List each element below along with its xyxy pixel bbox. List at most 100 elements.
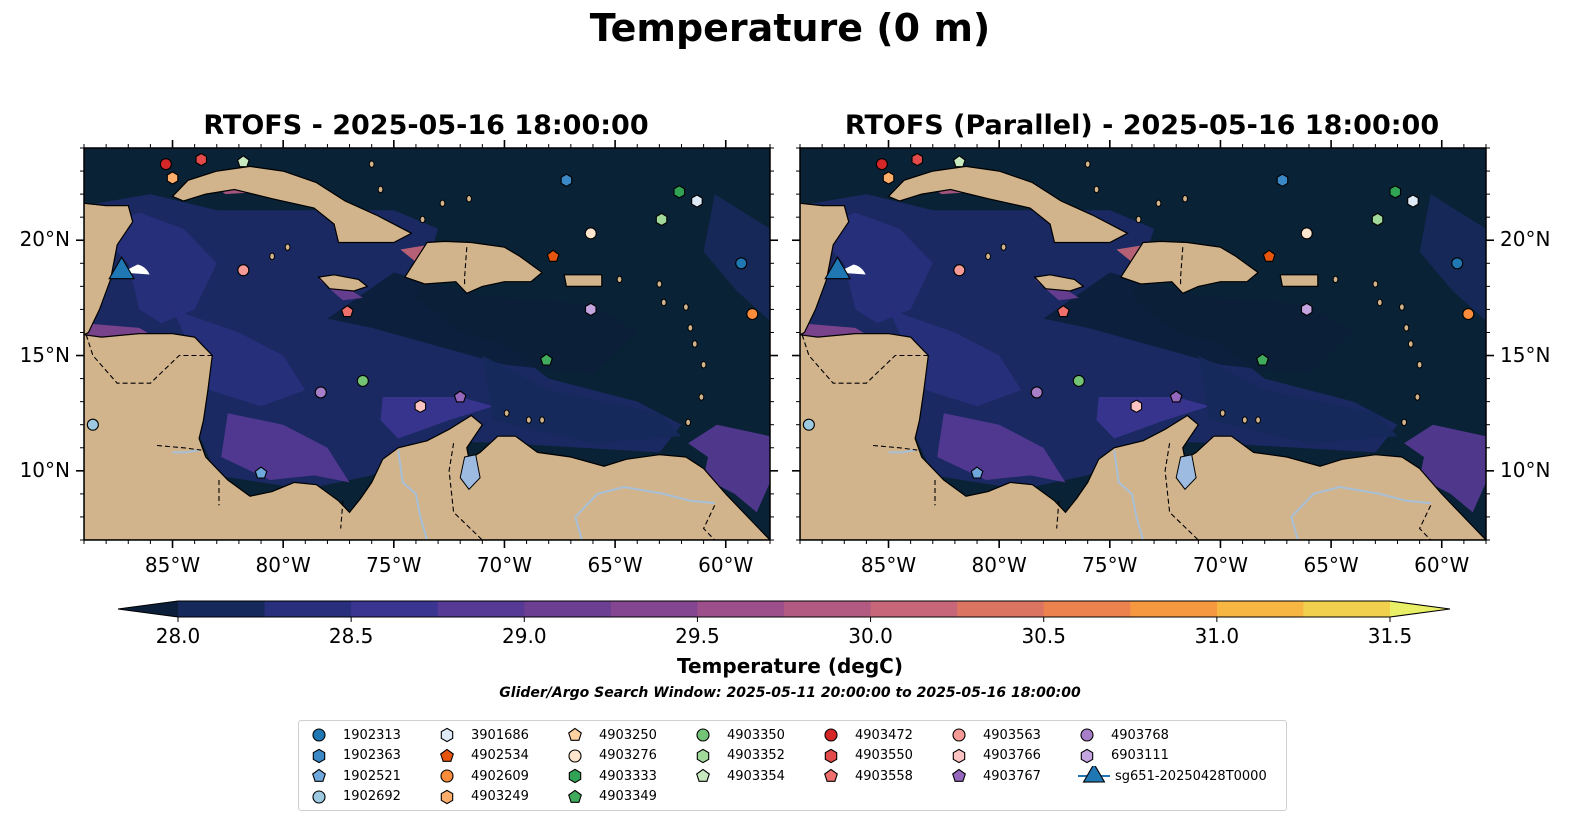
legend-marker-4902609 bbox=[440, 769, 454, 783]
map-panel-rtofs-parallel bbox=[792, 140, 1494, 548]
temperature-contour bbox=[1043, 272, 1354, 374]
island bbox=[691, 340, 698, 348]
island bbox=[1084, 160, 1091, 168]
legend-item-1902692: 1902692 bbox=[309, 787, 401, 807]
legend-circle-icon bbox=[824, 728, 838, 742]
river bbox=[1113, 449, 1144, 540]
legend-item-4902609: 4902609 bbox=[437, 766, 529, 786]
legend-label: 3901686 bbox=[471, 727, 529, 743]
river bbox=[574, 485, 715, 540]
legend-marker-4903472 bbox=[824, 728, 838, 742]
legend-label: 4902609 bbox=[471, 768, 529, 784]
legend-marker-3901686 bbox=[440, 727, 454, 743]
legend-marker-sg651-20250428T0000 bbox=[1078, 766, 1110, 783]
river bbox=[1290, 485, 1431, 540]
lon-tick-label: 65°W bbox=[587, 553, 643, 577]
island bbox=[687, 324, 694, 332]
float-marker-4903766 bbox=[414, 399, 427, 413]
legend-marker-4903249 bbox=[440, 789, 454, 804]
island bbox=[1414, 393, 1421, 401]
colorbar-bin bbox=[610, 601, 699, 617]
legend-label: 4903354 bbox=[727, 768, 785, 784]
legend-item-4903558: 4903558 bbox=[821, 766, 913, 786]
temperature-contour bbox=[811, 212, 933, 324]
float-marker-4903768 bbox=[1030, 386, 1043, 399]
legend-item-4903768: 4903768 bbox=[1077, 725, 1169, 745]
temperature-contour bbox=[688, 424, 770, 513]
legend-item-3901686: 3901686 bbox=[437, 725, 529, 745]
lon-tick-label: 60°W bbox=[1414, 553, 1470, 577]
country-border bbox=[464, 247, 468, 287]
float-marker-4903333 bbox=[1389, 185, 1402, 199]
float-marker-4903249 bbox=[166, 171, 179, 185]
island bbox=[1241, 416, 1248, 424]
legend-hexagon-icon bbox=[1080, 748, 1094, 763]
float-marker-4903558 bbox=[340, 305, 354, 318]
temperature-contour bbox=[1419, 194, 1486, 321]
temperature-contour bbox=[937, 413, 1066, 483]
float-marker-4903550 bbox=[195, 152, 208, 167]
map-frame bbox=[83, 147, 771, 541]
float-marker-1902363 bbox=[560, 173, 573, 187]
land-hispaniola bbox=[403, 240, 544, 295]
glider-marker bbox=[824, 256, 851, 280]
legend-pentagon-icon bbox=[696, 768, 710, 782]
float-marker-4903767 bbox=[453, 390, 467, 403]
land-honduras bbox=[800, 333, 1486, 540]
country-border bbox=[1418, 505, 1432, 540]
colorbar-bin bbox=[1130, 601, 1218, 617]
colorbar-bin bbox=[1303, 601, 1391, 617]
legend-marker-4903250 bbox=[568, 727, 582, 741]
lon-tick-label: 65°W bbox=[1303, 553, 1359, 577]
legend-marker-4903350 bbox=[696, 728, 710, 742]
legend-pentagon-icon bbox=[952, 768, 966, 782]
country-border bbox=[1056, 500, 1060, 529]
float-marker-4902609 bbox=[746, 307, 759, 321]
legend-label: 4903550 bbox=[855, 748, 913, 763]
colorbar-bin bbox=[524, 601, 612, 617]
legend-item-4903550: 4903550 bbox=[821, 746, 913, 766]
lon-tick-label: 80°W bbox=[255, 553, 311, 577]
land-jamaica bbox=[1033, 274, 1085, 292]
legend-hexagon-icon bbox=[568, 768, 582, 784]
lon-tick-label: 70°W bbox=[1192, 553, 1249, 577]
legend-pentagon-icon bbox=[568, 789, 582, 803]
legend-item-4903350: 4903350 bbox=[693, 725, 785, 745]
map-frame bbox=[799, 147, 1487, 541]
float-marker-4903354 bbox=[236, 155, 250, 168]
legend-circle-icon bbox=[440, 769, 454, 783]
lat-tick-label: 10°N bbox=[19, 457, 70, 482]
lat-tick-label: 10°N bbox=[1500, 457, 1551, 482]
colorbar-tick-label: 29.5 bbox=[675, 624, 720, 648]
colorbar-extend-low bbox=[118, 601, 178, 617]
island bbox=[284, 243, 291, 251]
land-puertorico bbox=[563, 274, 603, 287]
island bbox=[419, 215, 426, 224]
float-marker-4903550 bbox=[911, 152, 924, 167]
lon-tick-label: 70°W bbox=[476, 553, 533, 577]
legend-circle-icon bbox=[696, 728, 710, 742]
legend-marker-4903767 bbox=[952, 768, 966, 782]
legend-hexagon-icon bbox=[312, 748, 326, 763]
legend-pentagon-icon bbox=[312, 768, 326, 782]
colorbar-bin bbox=[957, 601, 1045, 617]
float-marker-1902363 bbox=[1276, 173, 1289, 187]
float-marker-4903768 bbox=[314, 386, 327, 399]
float-marker-4903249 bbox=[882, 171, 895, 185]
island bbox=[1401, 418, 1408, 427]
island bbox=[685, 418, 692, 427]
legend-label: 4903349 bbox=[599, 789, 657, 804]
lon-tick-label: 80°W bbox=[971, 553, 1027, 577]
colorbar-bin bbox=[1043, 601, 1131, 617]
lat-tick-label: 20°N bbox=[19, 227, 70, 252]
island bbox=[1332, 275, 1339, 284]
island bbox=[377, 185, 384, 194]
island bbox=[525, 416, 532, 424]
legend-label: sg651-20250428T0000 bbox=[1115, 768, 1267, 784]
temperature-contour bbox=[703, 194, 770, 321]
legend-marker-1902521 bbox=[312, 768, 326, 782]
float-marker-4903250 bbox=[167, 119, 179, 130]
legend-item-4903250: 4903250 bbox=[565, 725, 657, 745]
island bbox=[1399, 303, 1405, 311]
float-marker-4903276 bbox=[1300, 227, 1313, 240]
